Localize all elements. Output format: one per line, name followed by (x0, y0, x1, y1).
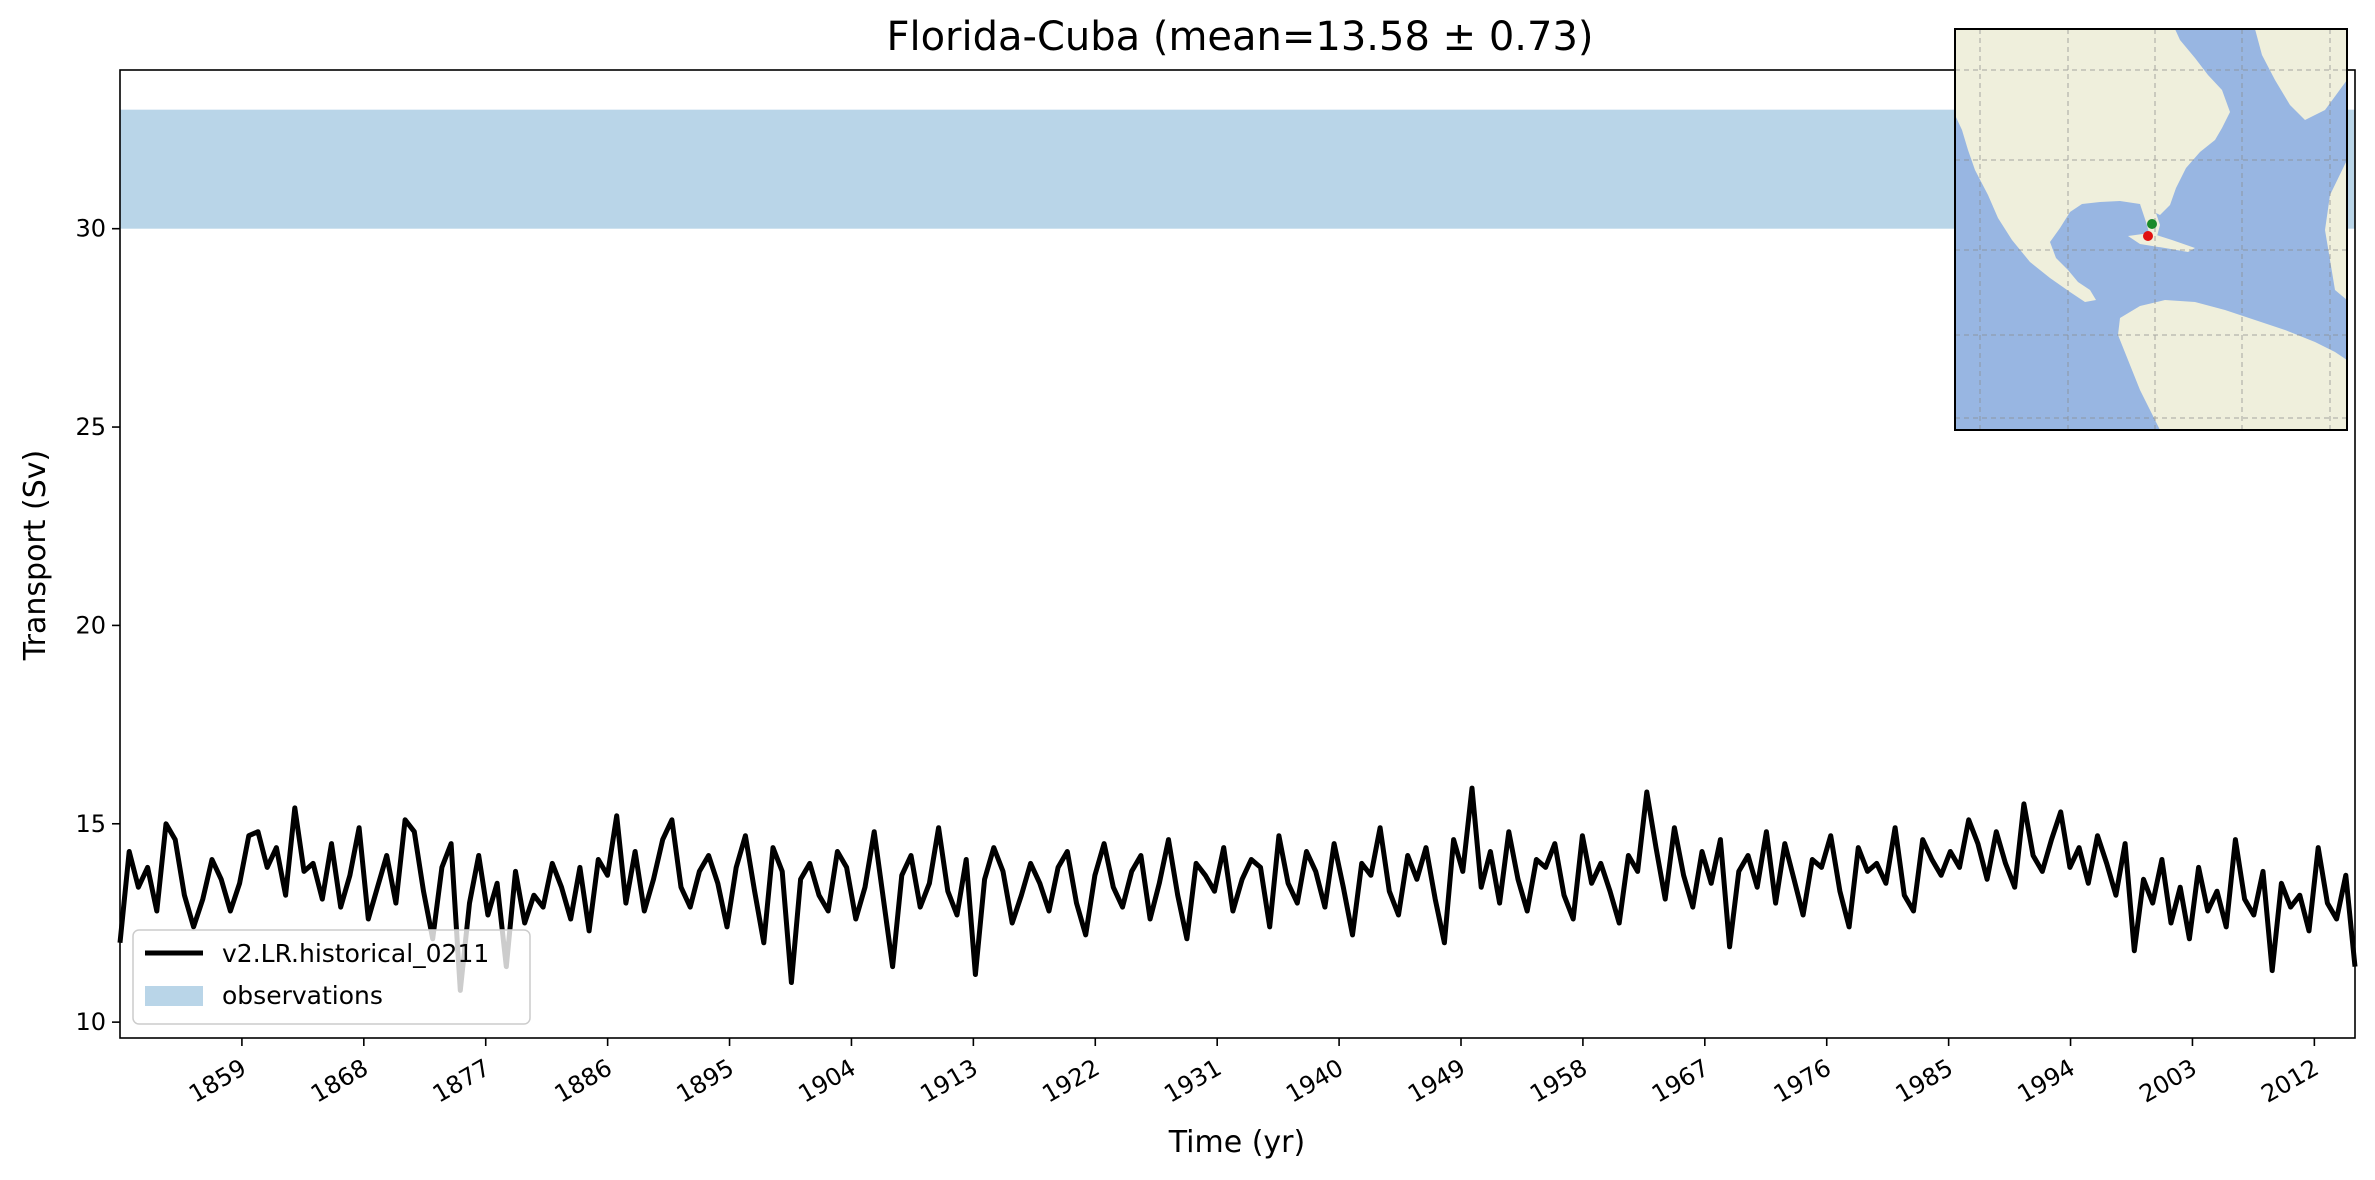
x-tick-label: 1922 (1037, 1054, 1104, 1109)
series-line (117, 785, 2358, 993)
x-tick-label: 1985 (1891, 1054, 1958, 1109)
x-tick-label: 1868 (306, 1054, 373, 1109)
map-marker-green (2147, 219, 2157, 229)
map-land-south-america (2118, 300, 2347, 430)
x-tick-label: 1913 (916, 1054, 983, 1109)
inset-map (1954, 28, 2348, 431)
inset-map-frame (1954, 28, 2348, 431)
x-tick-label: 1877 (428, 1054, 495, 1109)
x-tick-label: 1895 (672, 1054, 739, 1109)
x-tick-label: 1931 (1159, 1054, 1226, 1109)
legend-label-observations: observations (222, 981, 383, 1010)
x-axis-title: Time (yr) (1168, 1125, 1305, 1160)
legend-box (132, 929, 531, 1025)
x-tick-label: 1976 (1769, 1054, 1836, 1109)
y-tick-label: 20 (75, 611, 106, 639)
x-axis: 1859 1868 1877 1886 1895 1904 1913 1922 1931 1940… (184, 1038, 2323, 1108)
y-axis: 10 15 20 25 30 (75, 215, 120, 1036)
x-tick-label: 1859 (184, 1054, 251, 1109)
x-tick-label: 1967 (1647, 1054, 1714, 1109)
chart-title: Florida-Cuba (mean=13.58 ± 0.73) (886, 14, 1593, 60)
map-marker-red (2143, 231, 2153, 241)
y-tick-label: 10 (75, 1008, 106, 1036)
map-land-north-america (1955, 29, 2230, 302)
x-tick-label: 1940 (1281, 1054, 1348, 1109)
map-graticule (1955, 29, 2347, 430)
y-tick-label: 15 (75, 810, 106, 838)
x-tick-label: 2012 (2257, 1054, 2324, 1109)
y-tick-label: 30 (75, 215, 106, 243)
x-tick-label: 2003 (2135, 1054, 2202, 1109)
y-axis-title: Transport (Sv) (18, 450, 53, 662)
legend-label-series: v2.LR.historical_0211 (222, 939, 489, 968)
x-tick-label: 1949 (1403, 1054, 1470, 1109)
y-tick-label: 25 (75, 413, 106, 441)
plot-area (119, 69, 2356, 1039)
x-tick-label: 1958 (1525, 1054, 1592, 1109)
x-tick-label: 1886 (550, 1054, 617, 1109)
legend: v2.LR.historical_0211 observations (132, 929, 531, 1025)
x-tick-label: 1994 (2013, 1054, 2080, 1109)
x-tick-label: 1904 (794, 1054, 861, 1109)
legend-swatch-band (145, 986, 203, 1006)
series-layer (117, 785, 2358, 993)
map-land-greenland (2255, 29, 2347, 120)
